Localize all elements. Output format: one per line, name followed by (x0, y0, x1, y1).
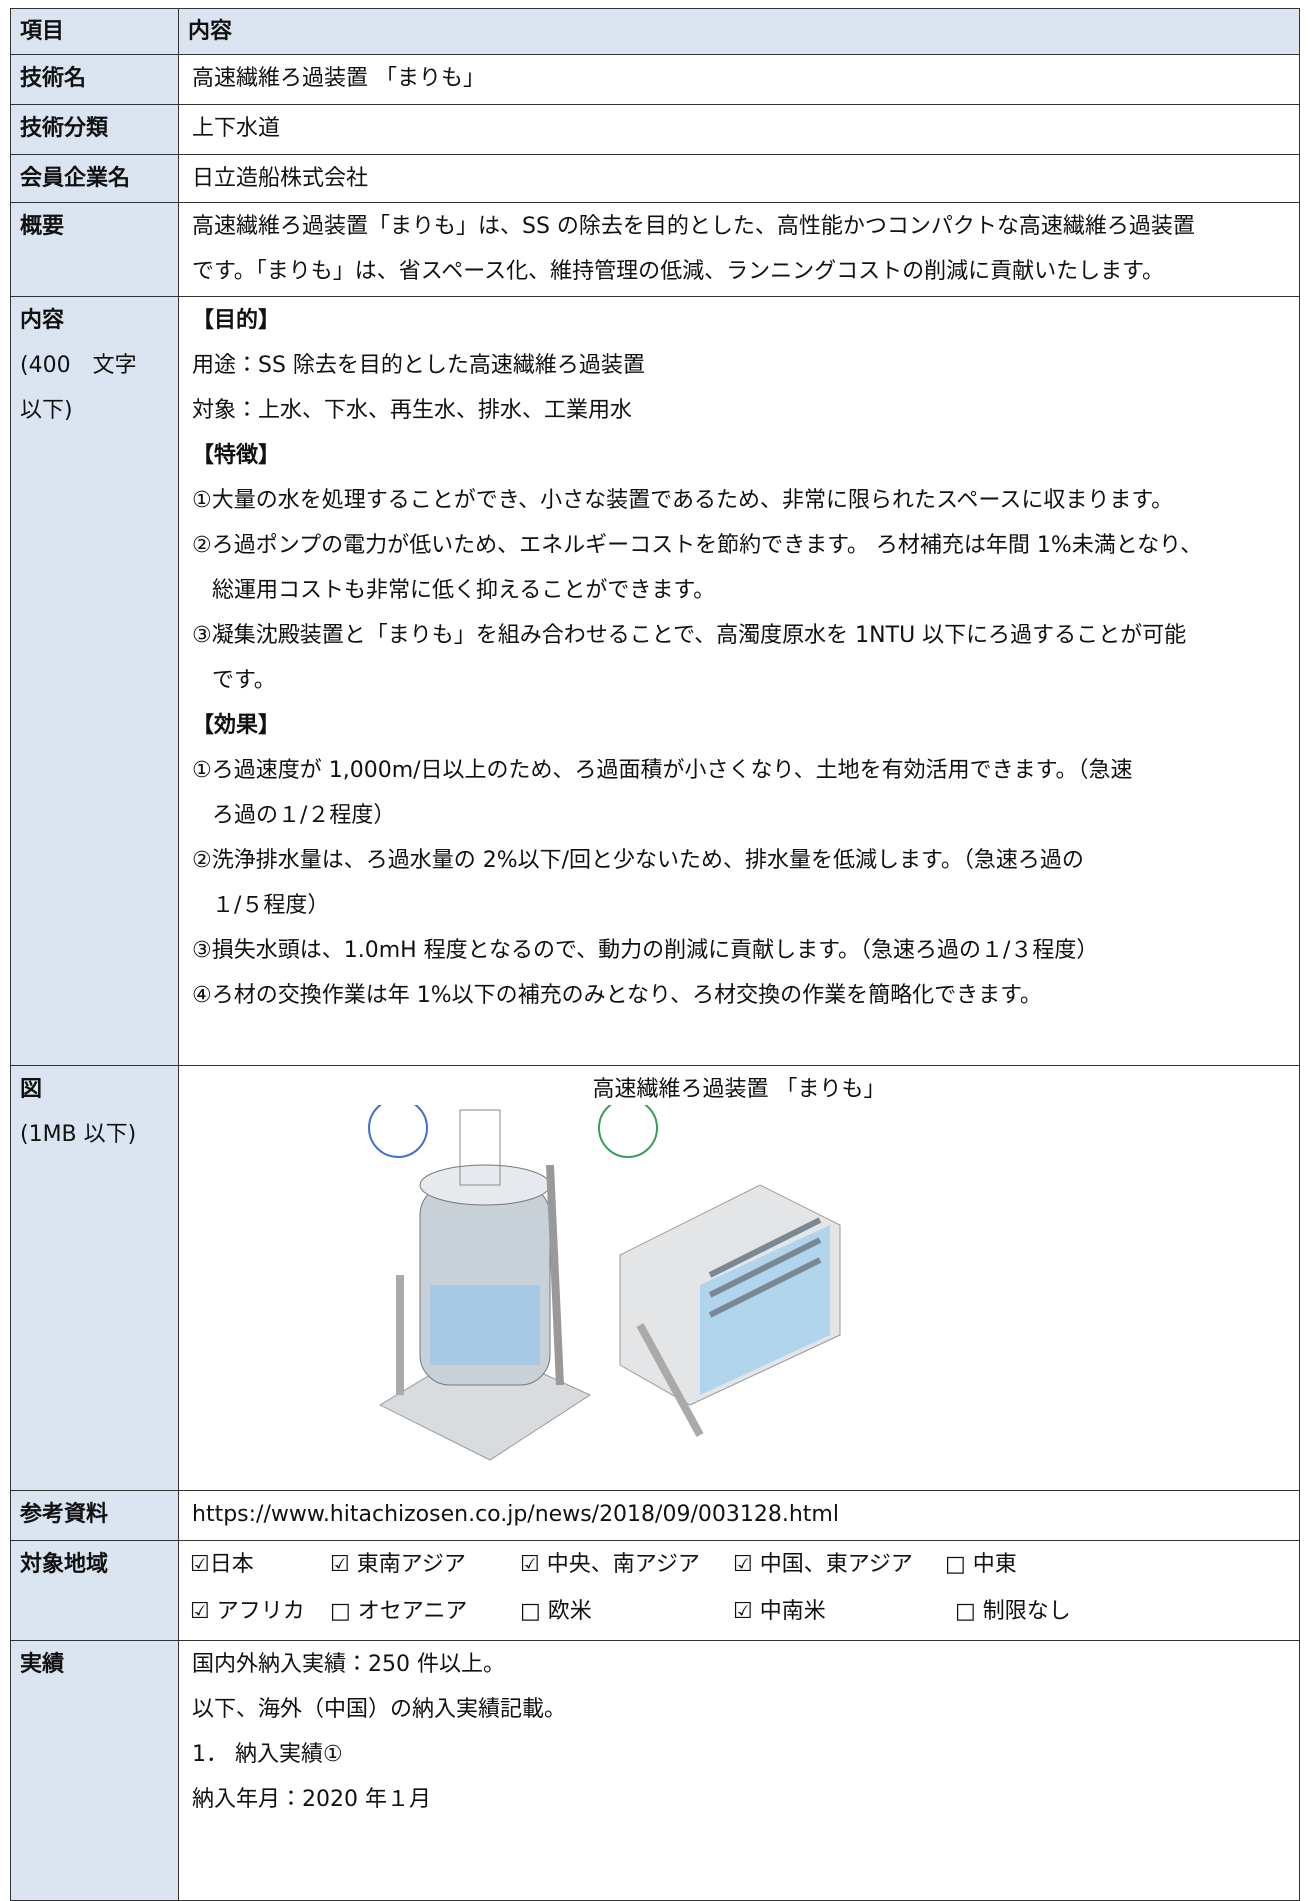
content-line: 以下、海外（中国）の納入実績記載。 (192, 1697, 567, 1722)
region-option: ☑日本 (190, 1552, 254, 1577)
content-line: ①ろ過速度が 1,000m/日以上のため、ろ過面積が小さくなり、土地を有効活用で… (192, 758, 1133, 783)
region-option: □ オセアニア (330, 1599, 468, 1624)
region-option: □ 制限なし (955, 1599, 1071, 1624)
content-line: 【特徴】 (192, 443, 281, 468)
label-cell (10, 1540, 179, 1641)
content-line: ②ろ過ポンプの電力が低いため、エネルギーコストを節約できます。 ろ材補充は年間 … (192, 533, 1203, 558)
row-label: (1MB 以下) (20, 1122, 137, 1147)
row-label: 実績 (20, 1652, 65, 1677)
row-label: 概要 (20, 214, 65, 239)
content-line: ④ろ材の交換作業は年 1%以下の補充のみとなり、ろ材交換の作業を簡略化できます。 (192, 983, 1042, 1008)
header-text: 内容 (188, 19, 233, 44)
region-option: ☑ 中国、東アジア (733, 1552, 913, 1577)
content-line: 1． 納入実績① (192, 1742, 343, 1767)
region-option: ☑ アフリカ (190, 1599, 305, 1624)
header-text: 項目 (20, 19, 65, 44)
content-line: 用途：SS 除去を目的とした高速繊維ろ過装置 (192, 353, 645, 378)
region-option: ☑ 中央、南アジア (520, 1552, 700, 1577)
content-line: 総運用コストも非常に低く抑えることができます。 (212, 578, 716, 603)
content-cell (178, 104, 1300, 155)
header-cell (10, 8, 179, 55)
row-label: 内容 (20, 308, 65, 333)
label-cell (10, 1065, 179, 1491)
row-label: 図 (20, 1077, 43, 1102)
content-line: です。 (212, 668, 276, 693)
content-line: 上下水道 (192, 116, 281, 141)
row-label: 以下) (20, 398, 73, 423)
row-label: 技術分類 (20, 116, 109, 141)
region-option: ☑ 中南米 (733, 1599, 826, 1624)
row-label: 対象地域 (20, 1552, 109, 1577)
region-option: □ 欧米 (520, 1599, 592, 1624)
figure-illustration (368, 1105, 841, 1461)
row-label: 参考資料 (20, 1502, 109, 1527)
content-line: 日立造船株式会社 (192, 166, 369, 191)
document: 項目 内容 技術名 高速繊維ろ過装置 「まりも」 技術分類 上下水道 会員企業名 日立造船株式… (10, 8, 1300, 1901)
content-line: ③損失水頭は、1.0mH 程度となるので、動力の削減に貢献します。（急速ろ過の１… (192, 938, 1099, 963)
content-line: ③凝集沈殿装置と「まりも」を組み合わせることで、高濁度原水を 1NTU 以下にろ… (192, 623, 1187, 648)
content-line: 高速繊維ろ過装置 「まりも」 (192, 66, 485, 91)
label-cell (10, 202, 179, 297)
content-line: 国内外納入実績：250 件以上。 (192, 1652, 505, 1677)
header-cell (178, 8, 1300, 55)
row-label: (400 文字 (20, 353, 137, 378)
content-line: 対象：上水、下水、再生水、排水、工業用水 (192, 398, 633, 423)
label-cell (10, 296, 179, 1066)
content-line: 納入年月：2020 年１月 (192, 1787, 431, 1812)
content-line: 高速繊維ろ過装置「まりも」は、SS の除去を目的とした、高性能かつコンパクトな高… (192, 214, 1195, 239)
figure-caption: 高速繊維ろ過装置 「まりも」 (592, 1077, 886, 1102)
content-line: ①大量の水を処理することができ、小さな装置であるため、非常に限られたスペースに収… (192, 488, 1174, 513)
content-line: １/５程度） (212, 893, 330, 918)
content-line: https://www.hitachizosen.co.jp/news/2018… (192, 1502, 839, 1527)
content-line: 【効果】 (192, 713, 281, 738)
label-cell (10, 54, 179, 105)
row-label: 会員企業名 (20, 166, 131, 191)
row-label: 技術名 (20, 66, 87, 91)
content-line: ②洗浄排水量は、ろ過水量の 2%以下/回と少ないため、排水量を低減します。（急速… (192, 848, 1084, 873)
content-line: です。「まりも」は、省スペース化、維持管理の低減、ランニングコストの削減に貢献い… (192, 259, 1164, 284)
content-line: ろ過の１/２程度） (212, 803, 396, 828)
region-option: ☑ 東南アジア (330, 1552, 466, 1577)
region-option: □ 中東 (945, 1552, 1017, 1577)
content-line: 【目的】 (192, 308, 281, 333)
